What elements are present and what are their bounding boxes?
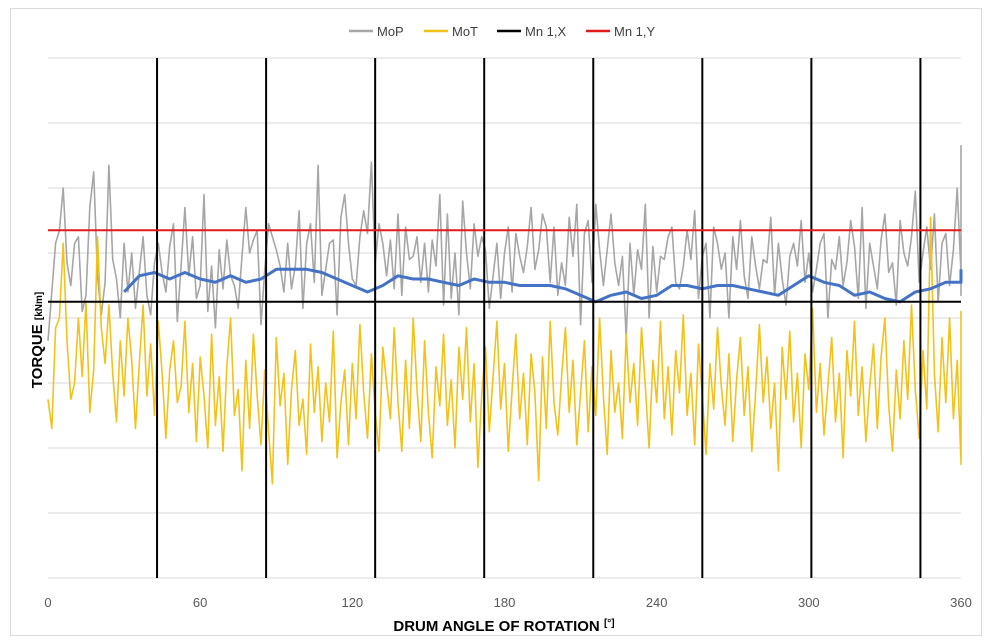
x-tick-label: 240	[646, 595, 668, 610]
legend-item-mn1y: Mn 1,Y	[586, 24, 656, 39]
y-axis-title: TORQUE [kNm]	[29, 292, 46, 388]
x-axis-title: DRUM ANGLE OF ROTATION [°]	[393, 618, 614, 635]
x-tick-label: 120	[341, 595, 363, 610]
y-axis-unit: [kNm]	[34, 292, 45, 320]
chart-frame	[10, 8, 982, 636]
legend-item-mot: MoT	[424, 24, 478, 39]
x-tick-label: 180	[494, 595, 516, 610]
legend-label-mop: MoP	[377, 24, 404, 39]
vertical-lines	[156, 58, 922, 578]
legend-label-mn1y: Mn 1,Y	[614, 24, 656, 39]
legend: MoP MoT Mn 1,X Mn 1,Y	[349, 24, 656, 39]
series-line-mop	[47, 145, 962, 341]
series-layer	[47, 145, 963, 485]
x-tick-label: 360	[950, 595, 972, 610]
x-tick-label: 60	[193, 595, 207, 610]
x-tick-labels: 0 60 120 180 240 300 360	[44, 595, 971, 610]
x-axis-label: DRUM ANGLE OF ROTATION	[393, 618, 599, 635]
legend-item-mop: MoP	[349, 24, 404, 39]
legend-label-mn1x: Mn 1,X	[525, 24, 567, 39]
reference-lines	[48, 229, 961, 303]
x-tick-label: 300	[798, 595, 820, 610]
x-axis-unit: [°]	[604, 618, 615, 629]
legend-item-mn1x: Mn 1,X	[497, 24, 567, 39]
y-axis-label: TORQUE	[29, 324, 46, 388]
legend-label-mot: MoT	[452, 24, 478, 39]
gridlines	[48, 57, 961, 579]
x-tick-label: 0	[44, 595, 51, 610]
series-line-mot	[47, 216, 962, 485]
series-line-moving-average	[123, 267, 963, 304]
